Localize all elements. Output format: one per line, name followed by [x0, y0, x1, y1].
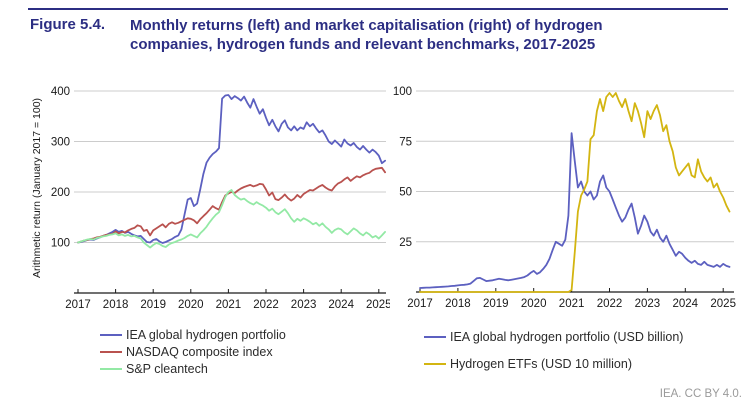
svg-text:2019: 2019: [140, 299, 166, 311]
legend-label: IEA global hydrogen portfolio (USD billi…: [450, 329, 684, 344]
cleantech-line-swatch: [100, 367, 122, 370]
svg-text:2022: 2022: [597, 298, 623, 310]
svg-text:2020: 2020: [521, 298, 547, 310]
svg-text:2020: 2020: [178, 299, 204, 311]
legend-label: IEA global hydrogen portfolio: [126, 327, 286, 342]
legend-item-nasdaq: NASDAQ composite index: [100, 344, 286, 359]
svg-text:2018: 2018: [445, 298, 471, 310]
legend-item-sp-cleantech: S&P cleantech: [100, 361, 286, 376]
license-credit: IEA. CC BY 4.0.: [659, 388, 742, 400]
legend-item-hydrogen-etfs: Hydrogen ETFs (USD 10 million): [424, 356, 683, 371]
nasdaq-line-swatch: [100, 350, 122, 353]
left-chart-monthly-returns: 100 200 300 400 2017 2018 2019 2020 2021 2022 2023…: [51, 86, 390, 311]
svg-text:2024: 2024: [328, 299, 354, 311]
svg-text:200: 200: [51, 187, 70, 199]
svg-text:2021: 2021: [216, 299, 242, 311]
svg-text:400: 400: [51, 86, 70, 98]
legend-label: Hydrogen ETFs (USD 10 million): [450, 356, 632, 371]
svg-text:2021: 2021: [559, 298, 585, 310]
svg-text:2023: 2023: [291, 299, 317, 311]
legend-item-iea-portfolio: IEA global hydrogen portfolio: [100, 327, 286, 342]
figure-label: Figure 5.4.: [30, 16, 106, 33]
legend-item-iea-portfolio-usd: IEA global hydrogen portfolio (USD billi…: [424, 329, 684, 344]
portfolio-usd-line-swatch: [424, 335, 446, 338]
svg-text:2017: 2017: [407, 298, 433, 310]
svg-text:50: 50: [399, 187, 412, 199]
svg-text:25: 25: [399, 237, 412, 249]
etf-line-swatch: [424, 362, 446, 365]
svg-text:2025: 2025: [366, 299, 390, 311]
right-chart-market-capitalisation: 25 50 75 100 2017 2018 2019 2020 2021 2022 2023 202…: [393, 86, 736, 310]
svg-text:2022: 2022: [253, 299, 279, 311]
svg-text:2023: 2023: [635, 298, 661, 310]
svg-text:2019: 2019: [483, 298, 509, 310]
svg-text:100: 100: [393, 86, 412, 98]
svg-text:75: 75: [399, 136, 412, 148]
svg-text:2017: 2017: [65, 299, 91, 311]
portfolio-line-swatch: [100, 333, 122, 336]
svg-text:2024: 2024: [673, 298, 699, 310]
svg-text:2025: 2025: [710, 298, 736, 310]
figure-title: Monthly returns (left) and market capita…: [130, 17, 603, 53]
svg-text:300: 300: [51, 137, 70, 149]
svg-text:2018: 2018: [103, 299, 129, 311]
right-chart-legend: IEA global hydrogen portfolio (USD billi…: [424, 330, 683, 384]
legend-label: NASDAQ composite index: [126, 344, 273, 359]
svg-text:100: 100: [51, 238, 70, 250]
header-rule: [28, 8, 728, 10]
left-chart-legend: IEA global hydrogen portfolio NASDAQ com…: [100, 328, 286, 379]
legend-label: S&P cleantech: [126, 361, 208, 376]
